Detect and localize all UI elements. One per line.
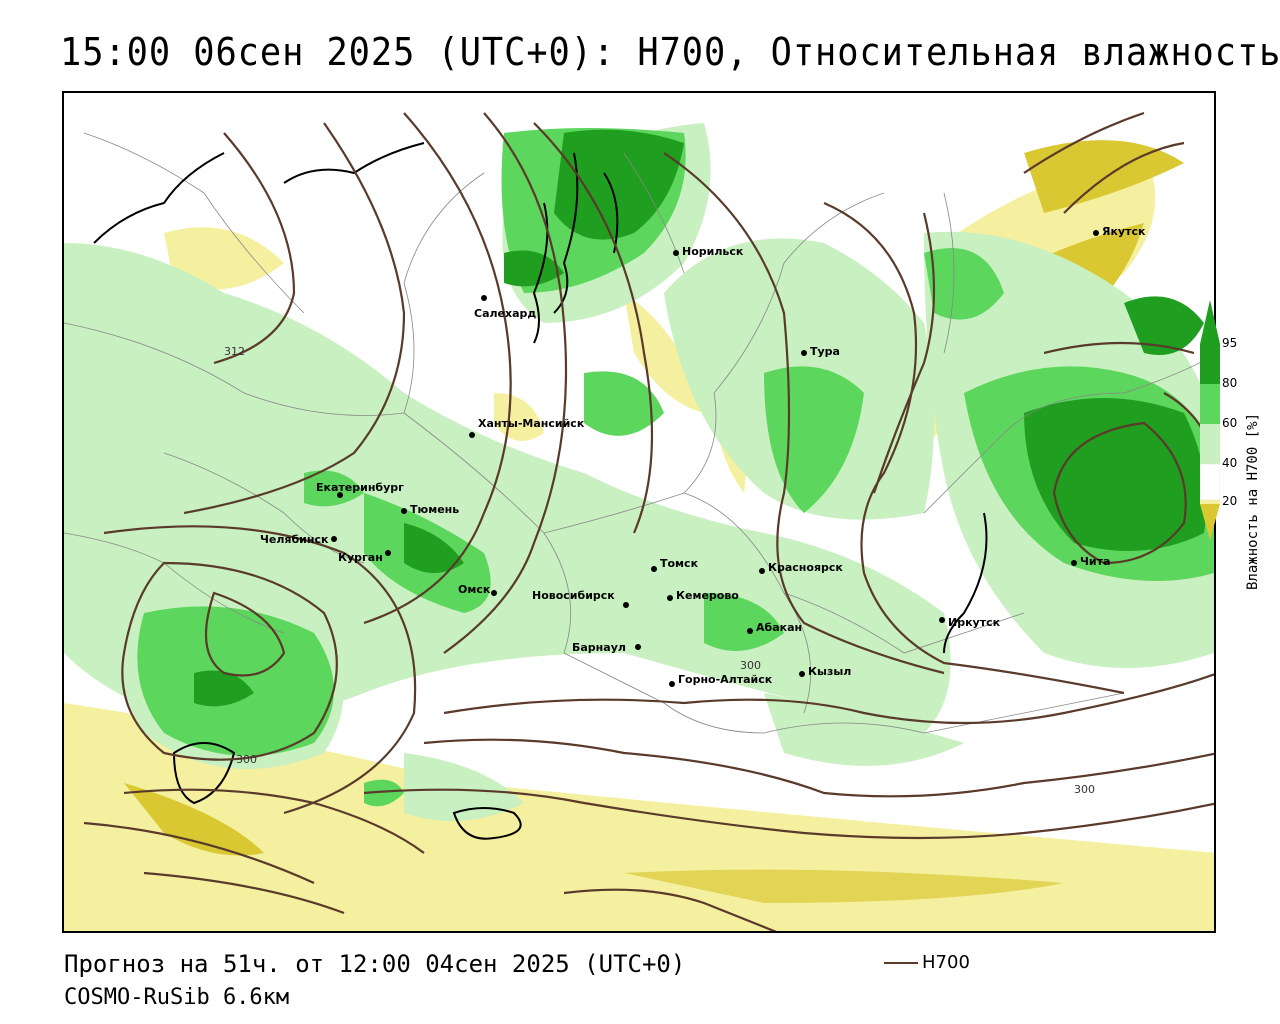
svg-text:Екатеринбург: Екатеринбург <box>316 481 404 494</box>
h700-legend: H700 <box>884 952 970 973</box>
city-barnaul[interactable]: Барнаул <box>572 641 641 654</box>
h700-legend-swatch <box>884 962 918 964</box>
map-frame: 312 300 300 300 Норильск Якутск Салехард… <box>62 91 1216 933</box>
svg-text:Курган: Курган <box>338 551 383 564</box>
svg-text:Тура: Тура <box>810 345 840 358</box>
city-tura[interactable]: Тура <box>801 345 840 358</box>
city-kurgan[interactable]: Курган <box>338 550 391 564</box>
svg-text:Чита: Чита <box>1080 555 1110 568</box>
colorbar-scale <box>1200 300 1220 540</box>
map-title: 15:00 06сен 2025 (UTC+0): H700, Относите… <box>60 30 1280 74</box>
h700-legend-label: H700 <box>922 952 970 973</box>
svg-text:Тюмень: Тюмень <box>410 503 459 516</box>
isoline-label: 312 <box>224 345 245 358</box>
city-irkutsk[interactable]: Иркутск <box>939 616 1001 629</box>
svg-text:Кемерово: Кемерово <box>676 589 739 602</box>
model-info: COSMO-RuSib 6.6км <box>64 985 290 1010</box>
colorbar-tick: 95 <box>1222 336 1238 350</box>
city-chelyabinsk[interactable]: Челябинск <box>260 533 337 546</box>
coastlines <box>93 142 988 840</box>
svg-text:Красноярск: Красноярск <box>768 561 843 574</box>
city-chita[interactable]: Чита <box>1071 555 1110 568</box>
forecast-info: Прогноз на 51ч. от 12:00 04сен 2025 (UTC… <box>64 950 686 978</box>
colorbar-tick: 20 <box>1222 494 1238 508</box>
city-salekhard[interactable]: Салехард <box>474 295 536 320</box>
city-kemerovo[interactable]: Кемерово <box>667 589 739 602</box>
svg-text:Норильск: Норильск <box>682 245 744 258</box>
city-gorno-altaysk[interactable]: Горно-Алтайск <box>669 673 773 687</box>
colorbar-tick: 40 <box>1222 456 1238 470</box>
city-tomsk[interactable]: Томск <box>651 557 699 572</box>
colorbar-tick: 60 <box>1222 416 1238 430</box>
svg-text:Новосибирск: Новосибирск <box>532 589 615 602</box>
svg-text:Барнаул: Барнаул <box>572 641 626 654</box>
svg-text:Омск: Омск <box>458 583 491 596</box>
colorbar-title: Влажность на H700 [%] <box>1245 412 1261 590</box>
city-tyumen[interactable]: Тюмень <box>401 503 459 516</box>
isoline-labels: 312 300 300 300 <box>224 345 1095 796</box>
city-abakan[interactable]: Абакан <box>747 621 802 634</box>
cities: Норильск Якутск Салехард Тура Ханты-Манс… <box>260 225 1146 687</box>
city-yakutsk[interactable]: Якутск <box>1093 225 1146 238</box>
city-kyzyl[interactable]: Кызыл <box>799 665 851 678</box>
isoline-label: 300 <box>236 753 257 766</box>
city-khanty-mansiysk[interactable]: Ханты-Мансийск <box>469 417 585 438</box>
isoline-label: 300 <box>1074 783 1095 796</box>
svg-text:Салехард: Салехард <box>474 307 536 320</box>
svg-text:Якутск: Якутск <box>1102 225 1146 238</box>
humidity-map: 312 300 300 300 Норильск Якутск Салехард… <box>64 111 1214 931</box>
city-omsk[interactable]: Омск <box>458 583 497 596</box>
very-high-humidity-areas <box>194 129 1207 707</box>
svg-text:Ханты-Мансийск: Ханты-Мансийск <box>478 417 585 430</box>
svg-text:Иркутск: Иркутск <box>948 616 1001 629</box>
city-norilsk[interactable]: Норильск <box>673 245 744 258</box>
svg-text:Абакан: Абакан <box>756 621 802 634</box>
h700-isolines <box>83 111 1214 931</box>
humidity-colorbar: 95 80 60 40 20 <box>1200 300 1270 600</box>
city-novosibirsk[interactable]: Новосибирск <box>532 589 629 608</box>
svg-text:Кызыл: Кызыл <box>808 665 851 678</box>
city-krasnoyarsk[interactable]: Красноярск <box>759 561 843 574</box>
region-boundaries <box>64 132 1214 734</box>
city-yekaterinburg[interactable]: Екатеринбург <box>316 481 404 498</box>
svg-text:Горно-Алтайск: Горно-Алтайск <box>678 673 773 686</box>
isoline-label: 300 <box>740 659 761 672</box>
colorbar-tick: 80 <box>1222 376 1238 390</box>
svg-text:Томск: Томск <box>660 557 699 570</box>
svg-text:Челябинск: Челябинск <box>260 533 329 546</box>
